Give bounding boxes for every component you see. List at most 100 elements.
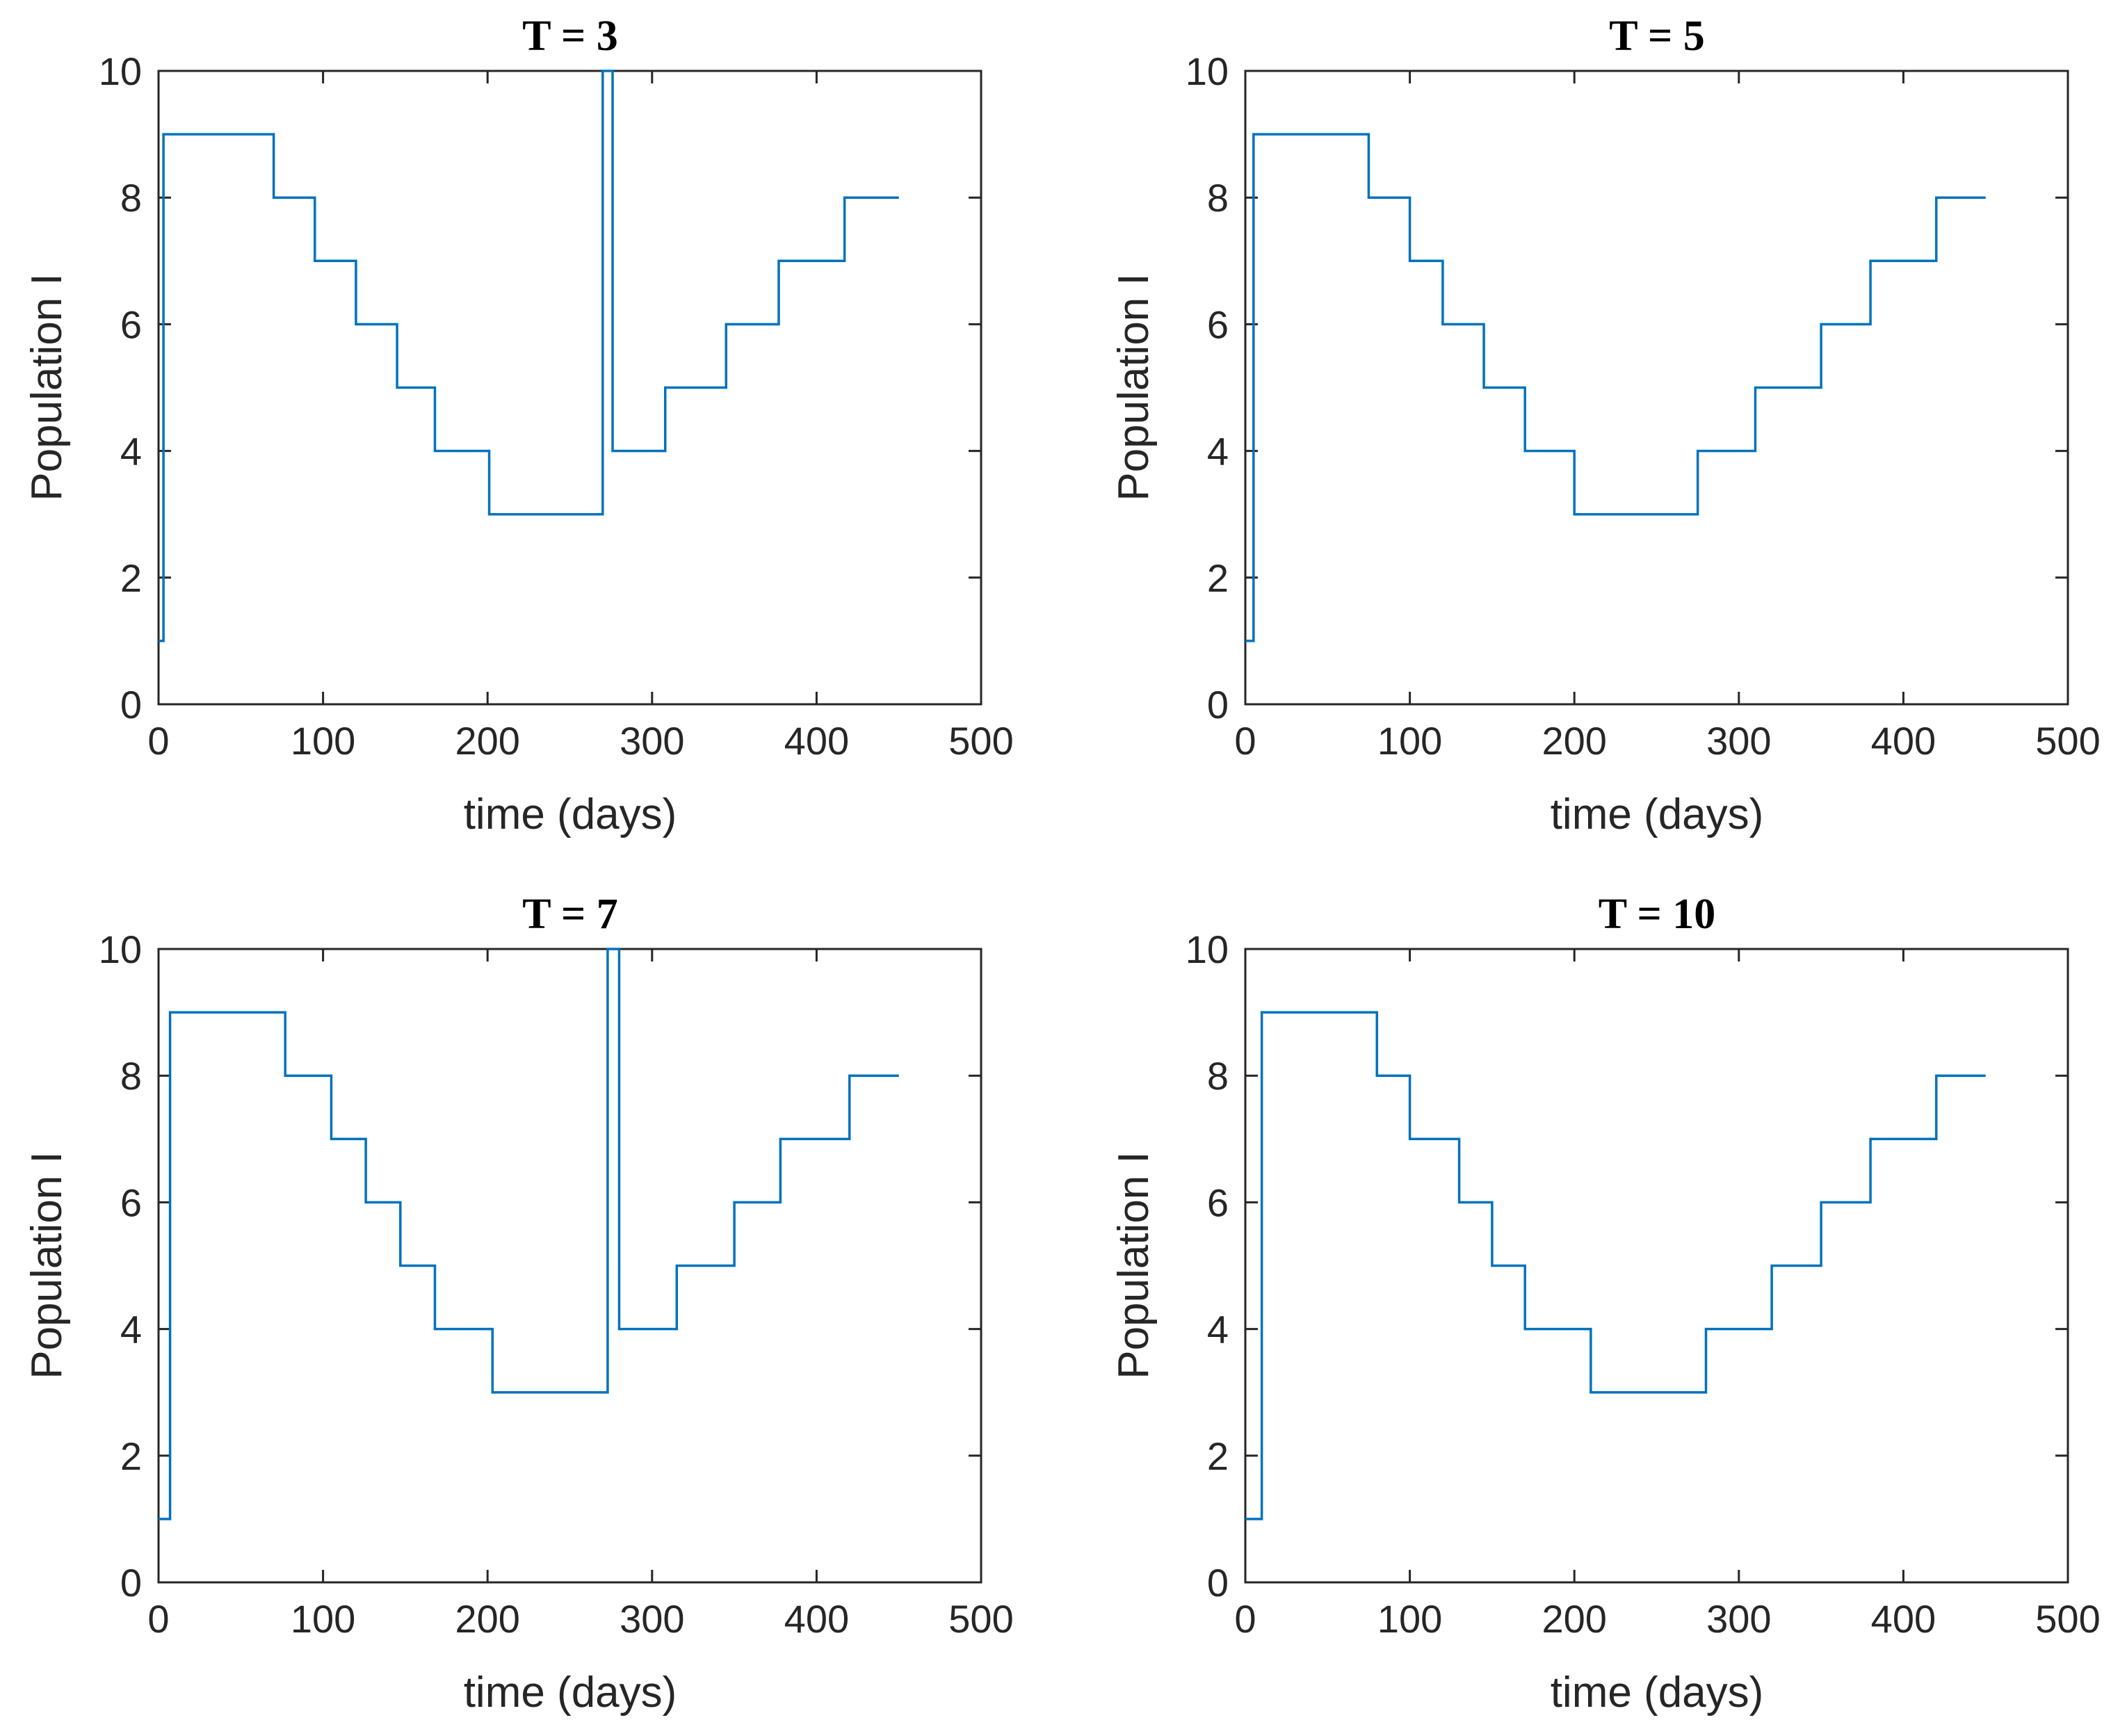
y-tick-label: 8 xyxy=(120,176,142,220)
y-axis-label: Population I xyxy=(23,273,71,501)
data-point xyxy=(1869,1137,1872,1140)
data-point xyxy=(1409,1137,1412,1140)
data-point xyxy=(725,323,727,325)
data-point xyxy=(1244,640,1247,642)
series-line xyxy=(1245,1011,1986,1520)
y-axis-label: Population I xyxy=(1110,1151,1158,1379)
data-point xyxy=(1375,1074,1378,1077)
plot-area xyxy=(157,948,982,1584)
y-tick-label: 4 xyxy=(1207,430,1229,473)
y-tick-label: 4 xyxy=(1207,1308,1229,1352)
y-tick-label: 0 xyxy=(1207,683,1229,727)
tick-group: 0 100 200 300 400 500 0 2 4 6 8 10 xyxy=(1186,927,2101,1641)
data-point xyxy=(399,1265,402,1267)
x-tick-label: 0 xyxy=(1234,719,1256,763)
data-point xyxy=(488,513,491,516)
y-tick-label: 8 xyxy=(1207,1054,1229,1098)
y-tick-label: 10 xyxy=(99,927,142,971)
x-tick-label: 400 xyxy=(784,719,849,763)
data-point xyxy=(1935,1074,1938,1077)
data-point xyxy=(491,1391,494,1394)
data-point xyxy=(1770,1265,1773,1267)
y-tick-label: 8 xyxy=(1207,176,1229,220)
chart-title: T = 3 xyxy=(522,13,618,60)
x-tick-label: 500 xyxy=(948,719,1013,763)
series-line xyxy=(159,948,899,1520)
x-tick-label: 200 xyxy=(1542,719,1606,763)
plot-area xyxy=(157,70,982,706)
y-tick-label: 2 xyxy=(1207,556,1229,600)
y-tick-label: 6 xyxy=(120,1181,142,1224)
plot-area xyxy=(1244,70,2069,706)
data-point xyxy=(273,196,275,199)
x-axis-label: time (days) xyxy=(1551,1669,1764,1717)
data-point xyxy=(1367,196,1370,199)
x-tick-label: 0 xyxy=(147,719,169,763)
x-tick-label: 200 xyxy=(1542,1597,1606,1641)
data-point xyxy=(396,387,398,389)
y-tick-label: 8 xyxy=(120,1054,142,1098)
chart-title: T = 5 xyxy=(1609,13,1705,60)
data-point xyxy=(843,196,846,199)
x-axis-label: time (days) xyxy=(1551,790,1764,838)
data-point xyxy=(1482,387,1485,389)
y-tick-label: 4 xyxy=(120,1308,142,1352)
y-tick-label: 4 xyxy=(120,430,142,473)
x-tick-label: 400 xyxy=(784,1597,849,1641)
series-line xyxy=(159,70,899,642)
tick-group: 0 100 200 300 400 500 0 2 4 6 8 10 xyxy=(99,49,1014,763)
data-point xyxy=(898,196,900,199)
data-point xyxy=(330,1137,332,1140)
data-point xyxy=(1458,1201,1461,1203)
y-tick-label: 2 xyxy=(1207,1434,1229,1478)
subplot-t3: T = 3 0 100 200 300 400 500 0 2 4 6 8 10 time (days… xyxy=(23,13,1014,838)
x-tick-label: 400 xyxy=(1871,719,1936,763)
data-point xyxy=(157,640,160,642)
data-point xyxy=(1820,1201,1822,1203)
data-point xyxy=(1491,1265,1494,1267)
data-point xyxy=(1252,133,1255,136)
y-tick-label: 10 xyxy=(1186,927,1229,971)
y-axis-label: Population I xyxy=(23,1151,71,1379)
data-point xyxy=(606,948,609,950)
data-point xyxy=(848,1074,851,1077)
data-point xyxy=(1244,1518,1247,1520)
data-point xyxy=(1523,1328,1526,1331)
data-point xyxy=(157,1518,160,1520)
y-tick-label: 6 xyxy=(1207,1181,1229,1224)
x-tick-label: 300 xyxy=(620,719,684,763)
x-tick-label: 400 xyxy=(1871,1597,1936,1641)
y-tick-label: 2 xyxy=(120,556,142,600)
data-point xyxy=(364,1201,367,1203)
data-point xyxy=(433,1328,436,1331)
data-point xyxy=(617,1328,620,1331)
tick-group: 0 100 200 300 400 500 0 2 4 6 8 10 xyxy=(99,927,1014,1641)
data-point xyxy=(1754,387,1756,389)
y-axis-label: Population I xyxy=(1110,273,1158,501)
x-tick-label: 100 xyxy=(291,719,355,763)
y-tick-label: 6 xyxy=(120,302,142,346)
data-point xyxy=(162,133,165,136)
tick-group: 0 100 200 300 400 500 0 2 4 6 8 10 xyxy=(1186,49,2101,763)
y-tick-label: 10 xyxy=(99,49,142,93)
subplot-t10: T = 10 0 100 200 300 400 500 0 2 4 6 8 10 time (day… xyxy=(1110,891,2101,1717)
y-tick-label: 0 xyxy=(1207,1561,1229,1605)
data-point xyxy=(1590,1391,1592,1394)
x-tick-label: 500 xyxy=(948,1597,1013,1641)
x-axis-label: time (days) xyxy=(464,1669,677,1717)
chart-title: T = 7 xyxy=(522,891,618,938)
data-point xyxy=(1820,323,1822,325)
x-tick-label: 300 xyxy=(1706,1597,1771,1641)
x-tick-label: 200 xyxy=(455,1597,519,1641)
data-point xyxy=(1935,196,1938,199)
x-tick-label: 500 xyxy=(2035,719,2100,763)
data-point xyxy=(433,450,436,453)
chart-title: T = 10 xyxy=(1599,891,1716,938)
plot-area xyxy=(1244,948,2069,1584)
data-point xyxy=(777,259,780,262)
x-tick-label: 0 xyxy=(1234,1597,1256,1641)
x-tick-label: 100 xyxy=(1377,719,1442,763)
data-point xyxy=(1409,259,1412,262)
